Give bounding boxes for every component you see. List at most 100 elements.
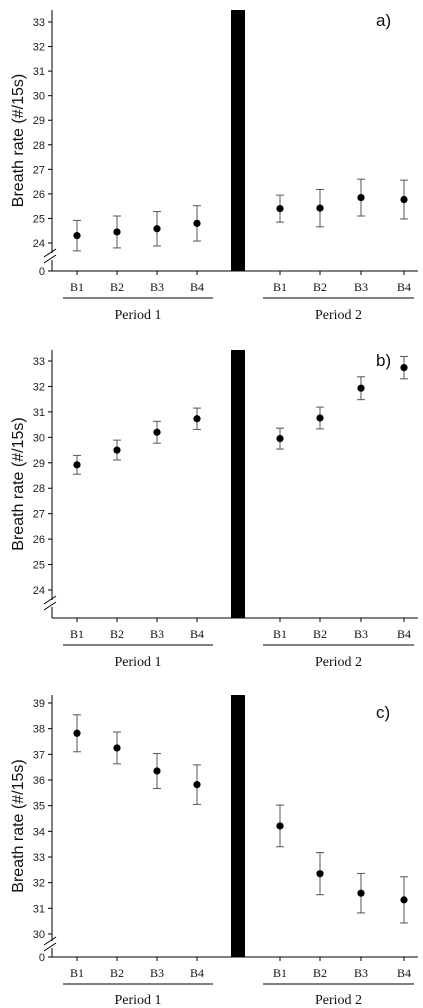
period-1-series: B1 B2 B3 B4 Period 1 — [63, 407, 213, 670]
category-label-b4: B4 — [397, 627, 411, 641]
axis-break-stroke — [43, 595, 57, 605]
y-tick-label: 28 — [33, 483, 45, 495]
y-tick-label: 28 — [33, 140, 45, 152]
axis-break-mark — [43, 936, 57, 952]
y-tick-label: 26 — [33, 534, 45, 546]
data-point-b1 — [73, 232, 81, 240]
y-tick-label: 0 — [39, 952, 45, 964]
category-label-b4: B4 — [190, 627, 204, 641]
y-axis-label: Breath rate (#/15s) — [10, 74, 27, 207]
period-2-series: B1 B2 B3 B4 Period 2 — [263, 355, 414, 670]
data-point-b2 — [316, 870, 324, 878]
data-point-b4 — [400, 364, 408, 372]
data-point-b4 — [193, 781, 201, 789]
data-point-b2 — [113, 228, 121, 236]
y-tick-label: 32 — [33, 381, 45, 393]
chart-panel-3: 0 30 31 32 33 34 35 36 37 38 39 Breath rate (#/15s)… — [10, 695, 418, 1008]
data-point-b2 — [316, 204, 324, 212]
period-label: Period 1 — [114, 655, 161, 670]
period-label: Period 1 — [114, 308, 161, 323]
panel-label: c) — [376, 703, 390, 722]
axis-break-stroke — [43, 248, 57, 258]
data-point-b1 — [73, 729, 81, 737]
data-point-b4 — [193, 219, 201, 227]
y-tick-label: 31 — [33, 66, 45, 78]
category-label-b3: B3 — [354, 280, 368, 294]
data-point-b4 — [400, 195, 408, 204]
category-label-b3: B3 — [150, 280, 164, 294]
y-tick-label: 32 — [33, 878, 45, 890]
axis-break-stroke — [43, 936, 57, 946]
y-tick-label: 39 — [33, 698, 45, 710]
period-separator-bar — [231, 350, 245, 618]
category-label-b4: B4 — [190, 280, 204, 294]
period-separator-bar — [231, 10, 245, 271]
data-point-b3 — [357, 193, 365, 202]
data-point-b3 — [153, 767, 161, 775]
category-label-b1: B1 — [70, 966, 84, 980]
data-point-b1 — [276, 435, 284, 443]
category-label-b1: B1 — [273, 966, 287, 980]
category-label-b4: B4 — [397, 280, 411, 294]
y-tick-label: 33 — [33, 356, 45, 368]
category-label-b2: B2 — [313, 627, 327, 641]
y-tick-label: 27 — [33, 509, 45, 521]
y-tick-label: 35 — [33, 801, 45, 813]
data-point-b2 — [113, 446, 121, 454]
y-tick-label: 29 — [33, 115, 45, 127]
y-axis-label: Breath rate (#/15s) — [10, 759, 27, 892]
category-label-b3: B3 — [354, 627, 368, 641]
y-tick-label: 38 — [33, 724, 45, 736]
y-tick-label: 30 — [33, 929, 45, 941]
period-separator-bar — [231, 695, 245, 957]
y-tick-label: 34 — [33, 826, 45, 838]
period-1-series: B1 B2 B3 B4 Period 1 — [63, 714, 213, 1008]
chart-panel-1: 0 24 25 26 27 28 29 30 31 32 33 Breath rate (#/15s)… — [10, 10, 418, 323]
category-label-b2: B2 — [110, 627, 124, 641]
data-point-b4 — [193, 415, 201, 423]
data-point-b3 — [357, 384, 365, 392]
panel-label: b) — [376, 351, 391, 370]
axis-break-stroke — [43, 942, 57, 952]
data-point-b3 — [357, 889, 365, 897]
category-label-b1: B1 — [70, 627, 84, 641]
period-2-series: B1 B2 B3 B4 Period 2 — [263, 178, 414, 323]
category-label-b4: B4 — [190, 966, 204, 980]
category-label-b1: B1 — [273, 627, 287, 641]
y-tick-label: 31 — [33, 407, 45, 419]
data-point-b3 — [153, 225, 161, 233]
data-point-b1 — [73, 461, 81, 469]
y-tick-label: 26 — [33, 189, 45, 201]
category-label-b2: B2 — [110, 966, 124, 980]
period-label: Period 2 — [315, 308, 362, 323]
axis-break-mark — [43, 595, 57, 611]
y-tick-label: 31 — [33, 903, 45, 915]
chart-panel-2: 24 25 26 27 28 29 30 31 32 33 Breath rate (#/15s) b… — [10, 350, 418, 670]
category-label-b4: B4 — [397, 966, 411, 980]
y-tick-label: 30 — [33, 432, 45, 444]
y-tick-label: 27 — [33, 164, 45, 176]
data-point-b2 — [113, 744, 121, 752]
category-label-b2: B2 — [110, 280, 124, 294]
y-tick-label: 33 — [33, 17, 45, 29]
y-tick-label: 30 — [33, 91, 45, 103]
data-point-b3 — [153, 428, 161, 436]
period-2-series: B1 B2 B3 B4 Period 2 — [263, 804, 414, 1008]
period-label: Period 2 — [315, 655, 362, 670]
y-tick-label: 25 — [33, 560, 45, 572]
y-tick-label: 29 — [33, 458, 45, 470]
category-label-b1: B1 — [70, 280, 84, 294]
category-label-b2: B2 — [313, 280, 327, 294]
y-tick-label: 32 — [33, 42, 45, 54]
y-tick-label: 24 — [33, 238, 45, 250]
y-tick-label: 24 — [33, 585, 45, 597]
data-point-b1 — [276, 822, 284, 830]
period-label: Period 1 — [114, 993, 161, 1008]
data-point-b1 — [276, 205, 284, 213]
category-label-b3: B3 — [150, 966, 164, 980]
y-tick-label: 37 — [33, 749, 45, 761]
axis-break-stroke — [43, 254, 57, 264]
period-label: Period 2 — [315, 993, 362, 1008]
category-label-b1: B1 — [273, 280, 287, 294]
